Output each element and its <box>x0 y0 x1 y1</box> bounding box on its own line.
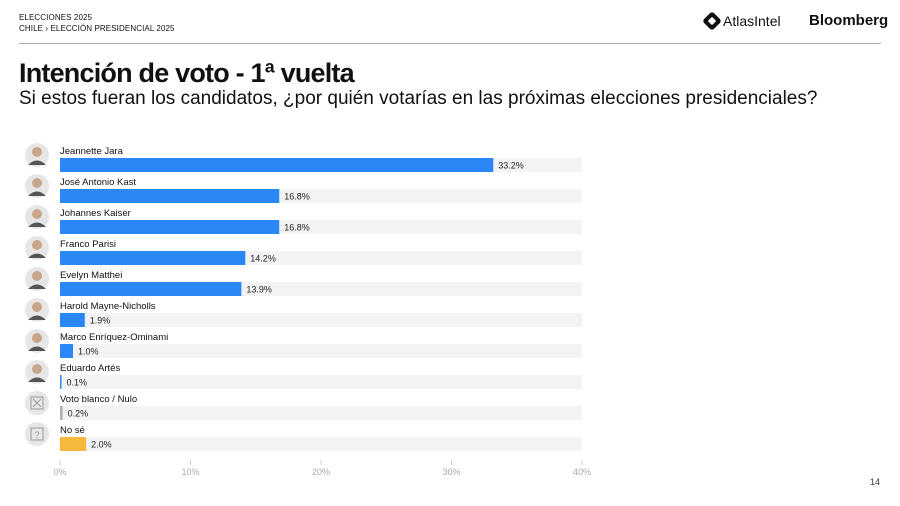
avatar-body <box>28 377 46 382</box>
bar-track <box>60 344 582 358</box>
header-divider <box>19 43 881 44</box>
avatar-body <box>28 222 46 227</box>
value-label: 16.8% <box>284 223 310 233</box>
page-title: Intención de voto - 1ª vuelta <box>19 58 355 88</box>
bar <box>60 282 242 296</box>
bar-track <box>60 313 582 327</box>
question-box-icon <box>30 427 44 441</box>
x-box-icon <box>30 396 44 410</box>
value-label: 33.2% <box>498 161 524 171</box>
avatar-face <box>32 302 42 312</box>
bar-track <box>60 437 582 451</box>
value-label: 1.0% <box>78 347 99 357</box>
value-label: 1.9% <box>90 316 111 326</box>
avatar-body <box>28 284 46 289</box>
page-subtitle: Si estos fueran los candidatos, ¿por qui… <box>19 88 818 109</box>
value-label: 2.0% <box>91 440 112 450</box>
category-label: José Antonio Kast <box>60 177 136 188</box>
avatar-body <box>28 253 46 258</box>
avatar-face <box>32 147 42 157</box>
avatar-face <box>32 209 42 219</box>
page-number: 14 <box>870 477 881 487</box>
category-label: Marco Enríquez-Ominami <box>60 332 168 343</box>
header-section: ELECCIONES 2025 <box>19 13 93 22</box>
category-label: Jeannette Jara <box>60 146 124 157</box>
value-label: 13.9% <box>246 285 272 295</box>
avatar-face <box>32 333 42 343</box>
category-label: Franco Parisi <box>60 239 116 250</box>
category-label: Eduardo Artés <box>60 363 120 374</box>
x-tick-label: 40% <box>573 467 591 477</box>
x-tick-label: 30% <box>442 467 460 477</box>
avatar-face <box>32 240 42 250</box>
x-tick-label: 0% <box>53 467 66 477</box>
bar <box>60 189 280 203</box>
question-mark: ? <box>34 430 39 440</box>
bar <box>60 158 494 172</box>
bar <box>60 220 280 234</box>
avatar-body <box>28 191 46 196</box>
avatar-face <box>32 364 42 374</box>
bloomberg-logo: Bloomberg <box>809 12 889 29</box>
avatar-face <box>32 178 42 188</box>
avatar-body <box>28 346 46 351</box>
value-label: 16.8% <box>284 192 310 202</box>
bar <box>60 437 87 451</box>
x-tick-label: 20% <box>312 467 330 477</box>
category-label: Voto blanco / Nulo <box>60 394 137 405</box>
avatar-body <box>28 160 46 165</box>
category-label: Johannes Kaiser <box>60 208 131 219</box>
atlasintel-text: AtlasIntel <box>723 13 781 29</box>
category-label: No sé <box>60 425 85 436</box>
x-mark <box>32 398 42 408</box>
value-label: 0.2% <box>68 409 89 419</box>
value-label: 0.1% <box>67 378 88 388</box>
bar-track <box>60 406 582 420</box>
atlasintel-logo: AtlasIntel <box>702 11 781 31</box>
x-tick-label: 10% <box>181 467 199 477</box>
avatar-face <box>32 271 42 281</box>
breadcrumb: CHILE › ELECCIÓN PRESIDENCIAL 2025 <box>19 24 175 33</box>
bar <box>60 406 63 420</box>
value-label: 14.2% <box>250 254 276 264</box>
bar <box>60 344 74 358</box>
avatar-body <box>28 315 46 320</box>
bar <box>60 313 85 327</box>
bar <box>60 375 62 389</box>
bar <box>60 251 246 265</box>
category-label: Harold Mayne-Nicholls <box>60 301 156 312</box>
category-label: Evelyn Matthei <box>60 270 122 281</box>
bar-track <box>60 375 582 389</box>
